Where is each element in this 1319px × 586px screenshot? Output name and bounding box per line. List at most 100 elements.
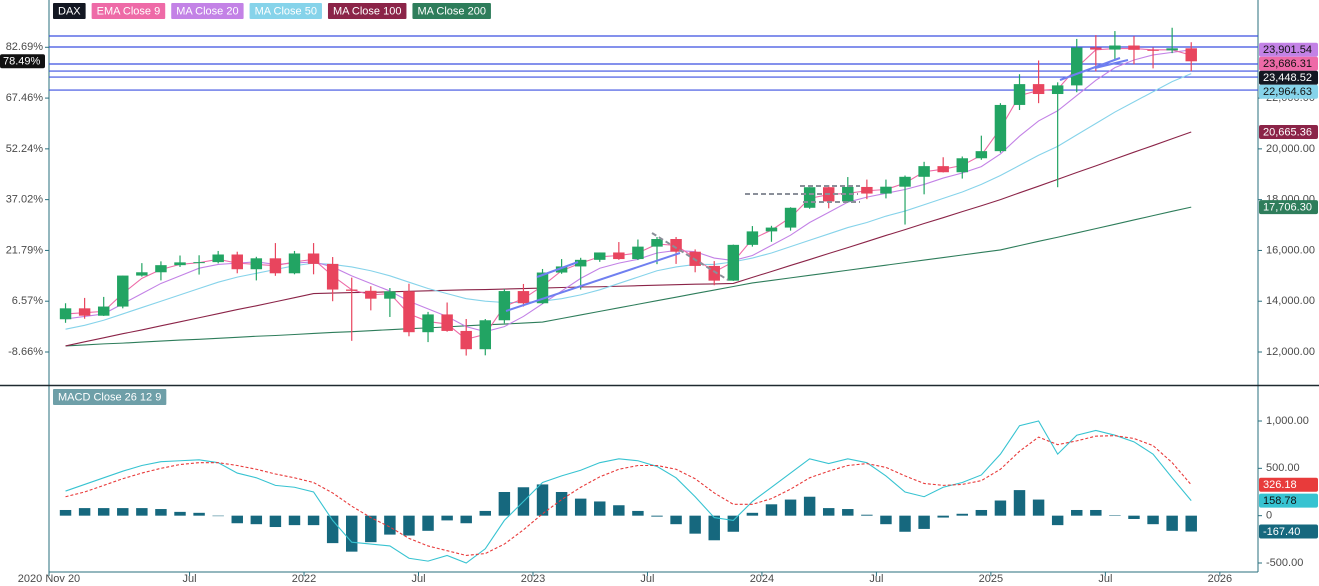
candle-body	[1090, 47, 1102, 50]
candle-body	[632, 246, 644, 260]
moving-average-line	[65, 73, 1192, 330]
histogram-bar	[346, 515, 358, 552]
histogram-bar	[1032, 499, 1045, 516]
candle-body	[765, 227, 778, 232]
histogram-bar	[975, 509, 988, 516]
percent-tag: 78.49%	[3, 56, 41, 68]
candle-body	[594, 252, 606, 260]
histogram-bar	[536, 484, 549, 516]
candle-body	[174, 262, 186, 266]
legend-swatch	[53, 3, 86, 19]
y2-tick-label: 67.46%	[6, 92, 44, 104]
y2-tick-label: 52.24%	[6, 143, 44, 155]
candle-body	[288, 253, 301, 274]
histogram-bar	[1090, 509, 1102, 516]
candle-body	[155, 265, 167, 273]
candle-body	[384, 291, 396, 299]
candle-body	[1147, 49, 1159, 51]
value-tag-bg	[1259, 42, 1318, 57]
macd-tick-label: 500.00	[1266, 462, 1300, 474]
histogram-bar	[918, 515, 930, 529]
x-tick-label: Jul	[1098, 573, 1112, 585]
candle-body	[441, 314, 453, 331]
candle-body	[1051, 85, 1064, 95]
value-tag-bg	[1259, 70, 1318, 85]
histogram-bar	[822, 508, 835, 516]
value-tag: 20,665.36	[1263, 126, 1312, 138]
candle-body	[1185, 48, 1197, 62]
candle-body	[1013, 84, 1026, 105]
value-tag: 22,964.63	[1263, 86, 1312, 98]
histogram-bar	[861, 514, 873, 516]
candle-body	[479, 320, 492, 350]
candle-body	[193, 262, 205, 264]
value-tag-bg	[1259, 200, 1318, 215]
legend-label: MA Close 50	[255, 5, 317, 17]
candle-body	[212, 254, 224, 263]
candle-body	[727, 244, 740, 281]
value-tag-bg	[1259, 84, 1318, 99]
histogram-bar	[765, 504, 778, 516]
histogram-bar	[880, 515, 892, 525]
histogram-bar	[250, 515, 263, 525]
value-tag-bg	[1259, 493, 1318, 508]
candle-body	[956, 158, 968, 173]
value-tag-bg	[1259, 124, 1318, 139]
legend-swatch	[249, 3, 322, 19]
legend-item: DAX	[53, 3, 86, 19]
histogram-bar	[422, 515, 434, 531]
candle-body	[517, 291, 530, 304]
candle-body	[574, 259, 587, 267]
macd-tick-label: 0	[1266, 510, 1272, 522]
histogram-bar	[899, 515, 911, 532]
macd-legend: MACD Close 26 12 9	[53, 389, 167, 405]
value-tag: 23,901.54	[1263, 44, 1312, 56]
legend-item: MA Close 20	[171, 3, 244, 19]
x-tick-label: 2024	[750, 573, 774, 585]
y-tick-label: 14,000.00	[1266, 295, 1315, 307]
histogram-bar	[117, 508, 129, 516]
dashed-line	[651, 232, 729, 281]
histogram-bar	[326, 515, 339, 544]
candle-body	[1109, 45, 1121, 50]
value-tag: 23,686.31	[1263, 58, 1312, 70]
y2-tick-label: 82.69%	[6, 41, 44, 53]
y2-tick-label: 21.79%	[6, 244, 44, 256]
histogram-bar	[727, 515, 740, 532]
trend-line	[1094, 59, 1129, 69]
candle-body	[784, 207, 797, 228]
candle-body	[403, 291, 415, 333]
candle-body	[613, 252, 625, 260]
candle-body	[307, 253, 320, 264]
x-tick-label: 2026	[1208, 573, 1232, 585]
trend-line	[1059, 57, 1121, 81]
candle-body	[1032, 84, 1045, 95]
y2-tick-label: 37.02%	[6, 194, 44, 206]
histogram-bar	[803, 496, 816, 516]
y-tick-label: 16,000.00	[1266, 244, 1315, 256]
value-tag: -167.40	[1263, 526, 1300, 538]
histogram-bar	[1147, 515, 1159, 525]
candle-body	[422, 314, 434, 333]
candle-body	[536, 272, 549, 304]
candle-body	[842, 186, 854, 202]
legend-swatch	[53, 389, 167, 405]
candle-body	[670, 239, 682, 252]
value-tag: 17,706.30	[1263, 202, 1312, 214]
macd-line	[65, 420, 1192, 564]
legend-label: MA Close 100	[333, 5, 401, 17]
value-tag-bg	[1259, 56, 1318, 71]
histogram-bar	[231, 515, 243, 524]
value-tag: 23,448.52	[1263, 72, 1312, 84]
histogram-bar	[403, 515, 415, 536]
y-tick-label: 20,000.00	[1266, 143, 1315, 155]
candle-body	[59, 308, 72, 320]
candle-body	[365, 290, 377, 299]
histogram-bar	[193, 512, 205, 516]
histogram-bar	[1128, 515, 1140, 519]
histogram-bar	[384, 515, 396, 535]
histogram-bar	[842, 509, 854, 516]
trend-line	[536, 261, 579, 278]
x-tick-label: Jul	[869, 573, 883, 585]
